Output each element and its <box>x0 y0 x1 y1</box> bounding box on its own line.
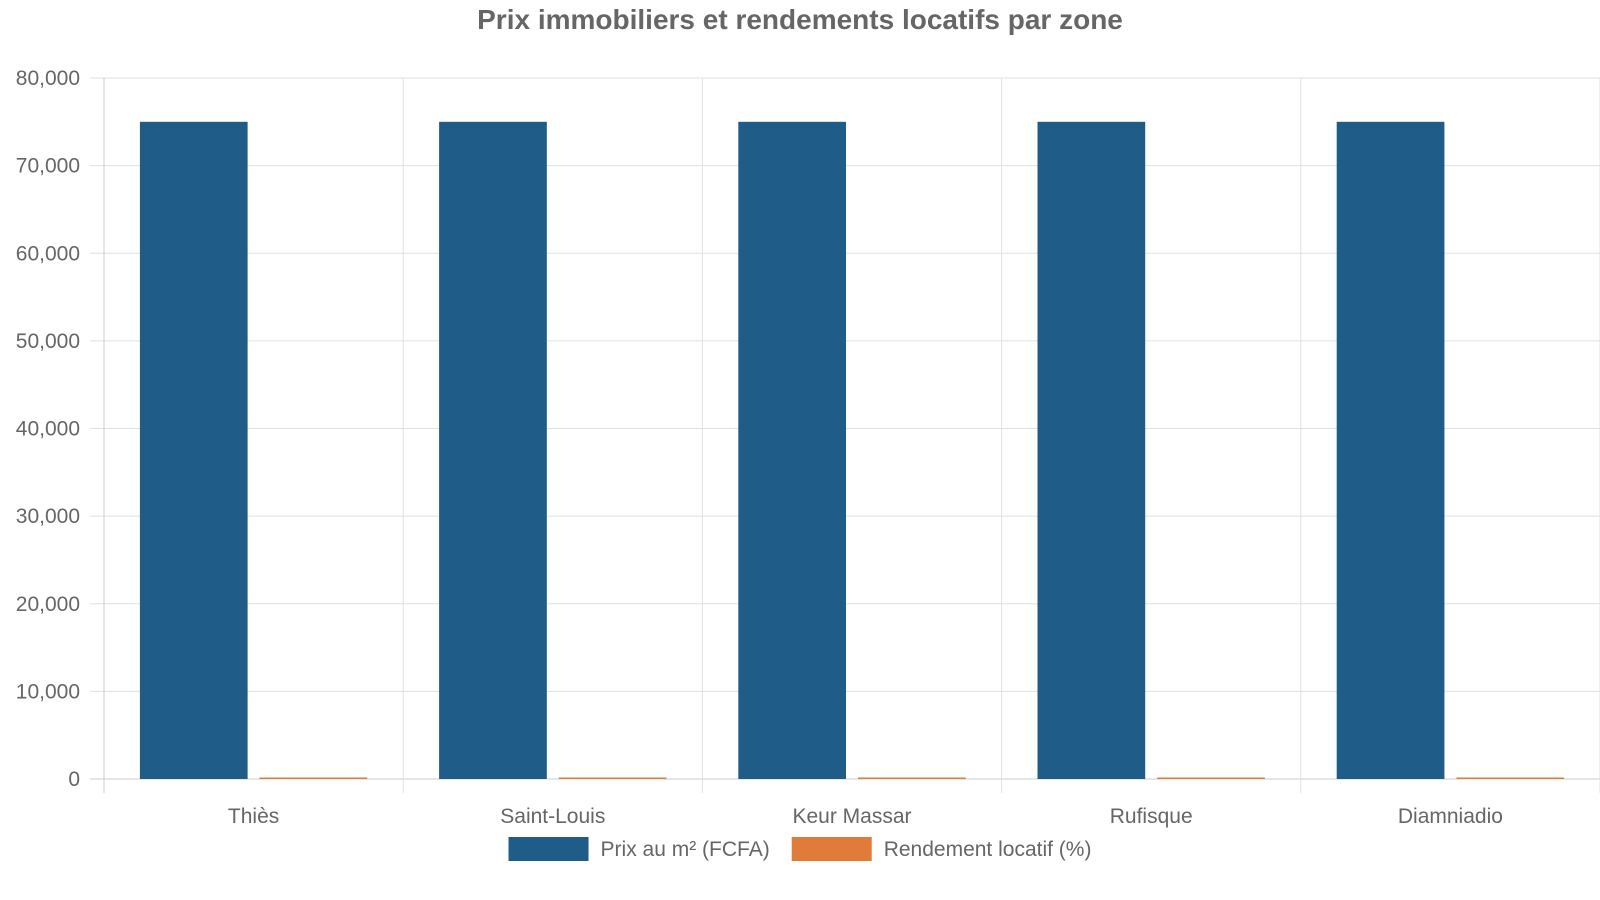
y-tick-label: 80,000 <box>16 67 80 90</box>
bar[interactable] <box>738 121 847 779</box>
bar[interactable] <box>857 777 966 780</box>
x-tick-label: Saint-Louis <box>500 805 605 828</box>
legend-swatch[interactable] <box>508 837 589 861</box>
bars <box>139 121 1565 780</box>
y-tick-label: 20,000 <box>16 593 80 616</box>
bar[interactable] <box>439 121 547 779</box>
y-tick-label: 70,000 <box>16 155 80 178</box>
y-tick-label: 30,000 <box>16 505 80 528</box>
bar[interactable] <box>1037 121 1146 779</box>
x-tick-label: Diamniadio <box>1398 805 1503 828</box>
legend-label[interactable]: Prix au m² (FCFA) <box>601 838 770 861</box>
y-tick-label: 40,000 <box>16 418 80 441</box>
bar[interactable] <box>1456 777 1565 780</box>
legend-label[interactable]: Rendement locatif (%) <box>884 838 1092 861</box>
legend-swatch[interactable] <box>791 837 872 861</box>
bar[interactable] <box>558 777 667 780</box>
x-tick-label: Thiès <box>228 805 279 828</box>
bar[interactable] <box>259 777 368 780</box>
y-tick-label: 60,000 <box>16 242 80 265</box>
bar[interactable] <box>1336 121 1445 779</box>
y-tick-label: 50,000 <box>16 330 80 353</box>
bar[interactable] <box>1157 777 1265 780</box>
chart-title: Prix immobiliers et rendements locatifs … <box>477 4 1123 35</box>
axes: 0 10,000 20,000 30,000 40,000 50,000 60,000 70,… <box>16 67 1503 828</box>
bar[interactable] <box>139 121 248 779</box>
y-tick-label: 10,000 <box>16 680 80 703</box>
x-tick-label: Rufisque <box>1110 805 1193 828</box>
y-tick-label: 0 <box>68 768 80 791</box>
legend: Prix au m² (FCFA) Rendement locatif (%) <box>508 837 1092 861</box>
x-tick-label: Keur Massar <box>792 805 911 828</box>
